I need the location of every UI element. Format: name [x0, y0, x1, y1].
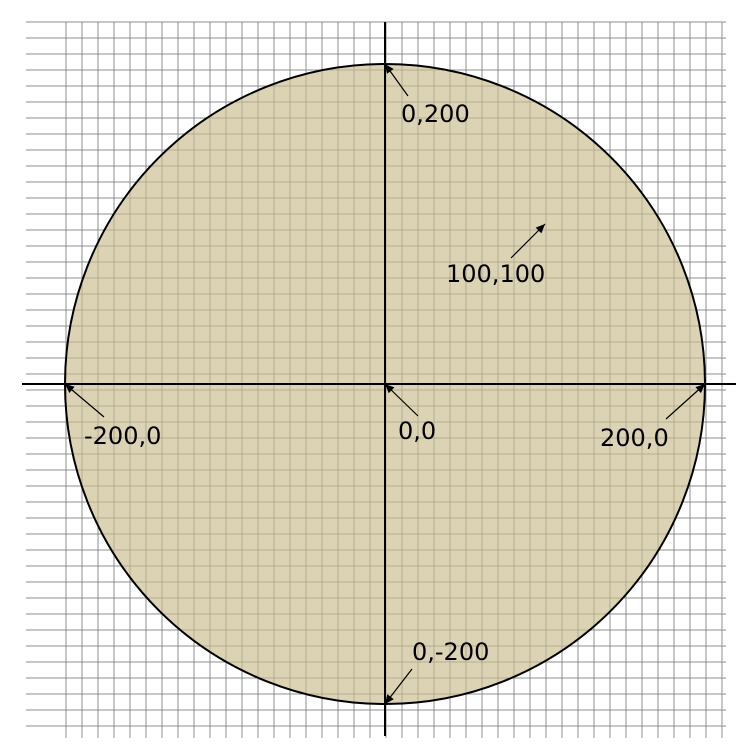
annotation-arrowhead [695, 384, 705, 394]
annotation-arrowhead [385, 694, 394, 704]
annotation-arrowhead [385, 384, 395, 394]
point-label-right: 200,0 [600, 424, 669, 452]
annotation-arrowhead [535, 224, 545, 234]
axis-layer [22, 22, 736, 736]
annotation-arrowhead [65, 384, 75, 394]
point-label-origin: 0,0 [398, 417, 436, 445]
annotation-arrowhead [385, 64, 394, 74]
point-label-top: 0,200 [401, 100, 470, 128]
arrow-layer [64, 63, 706, 705]
point-label-left: -200,0 [84, 422, 161, 450]
point-label-bottom: 0,-200 [412, 638, 489, 666]
point-label-first-quadrant: 100,100 [446, 260, 545, 288]
